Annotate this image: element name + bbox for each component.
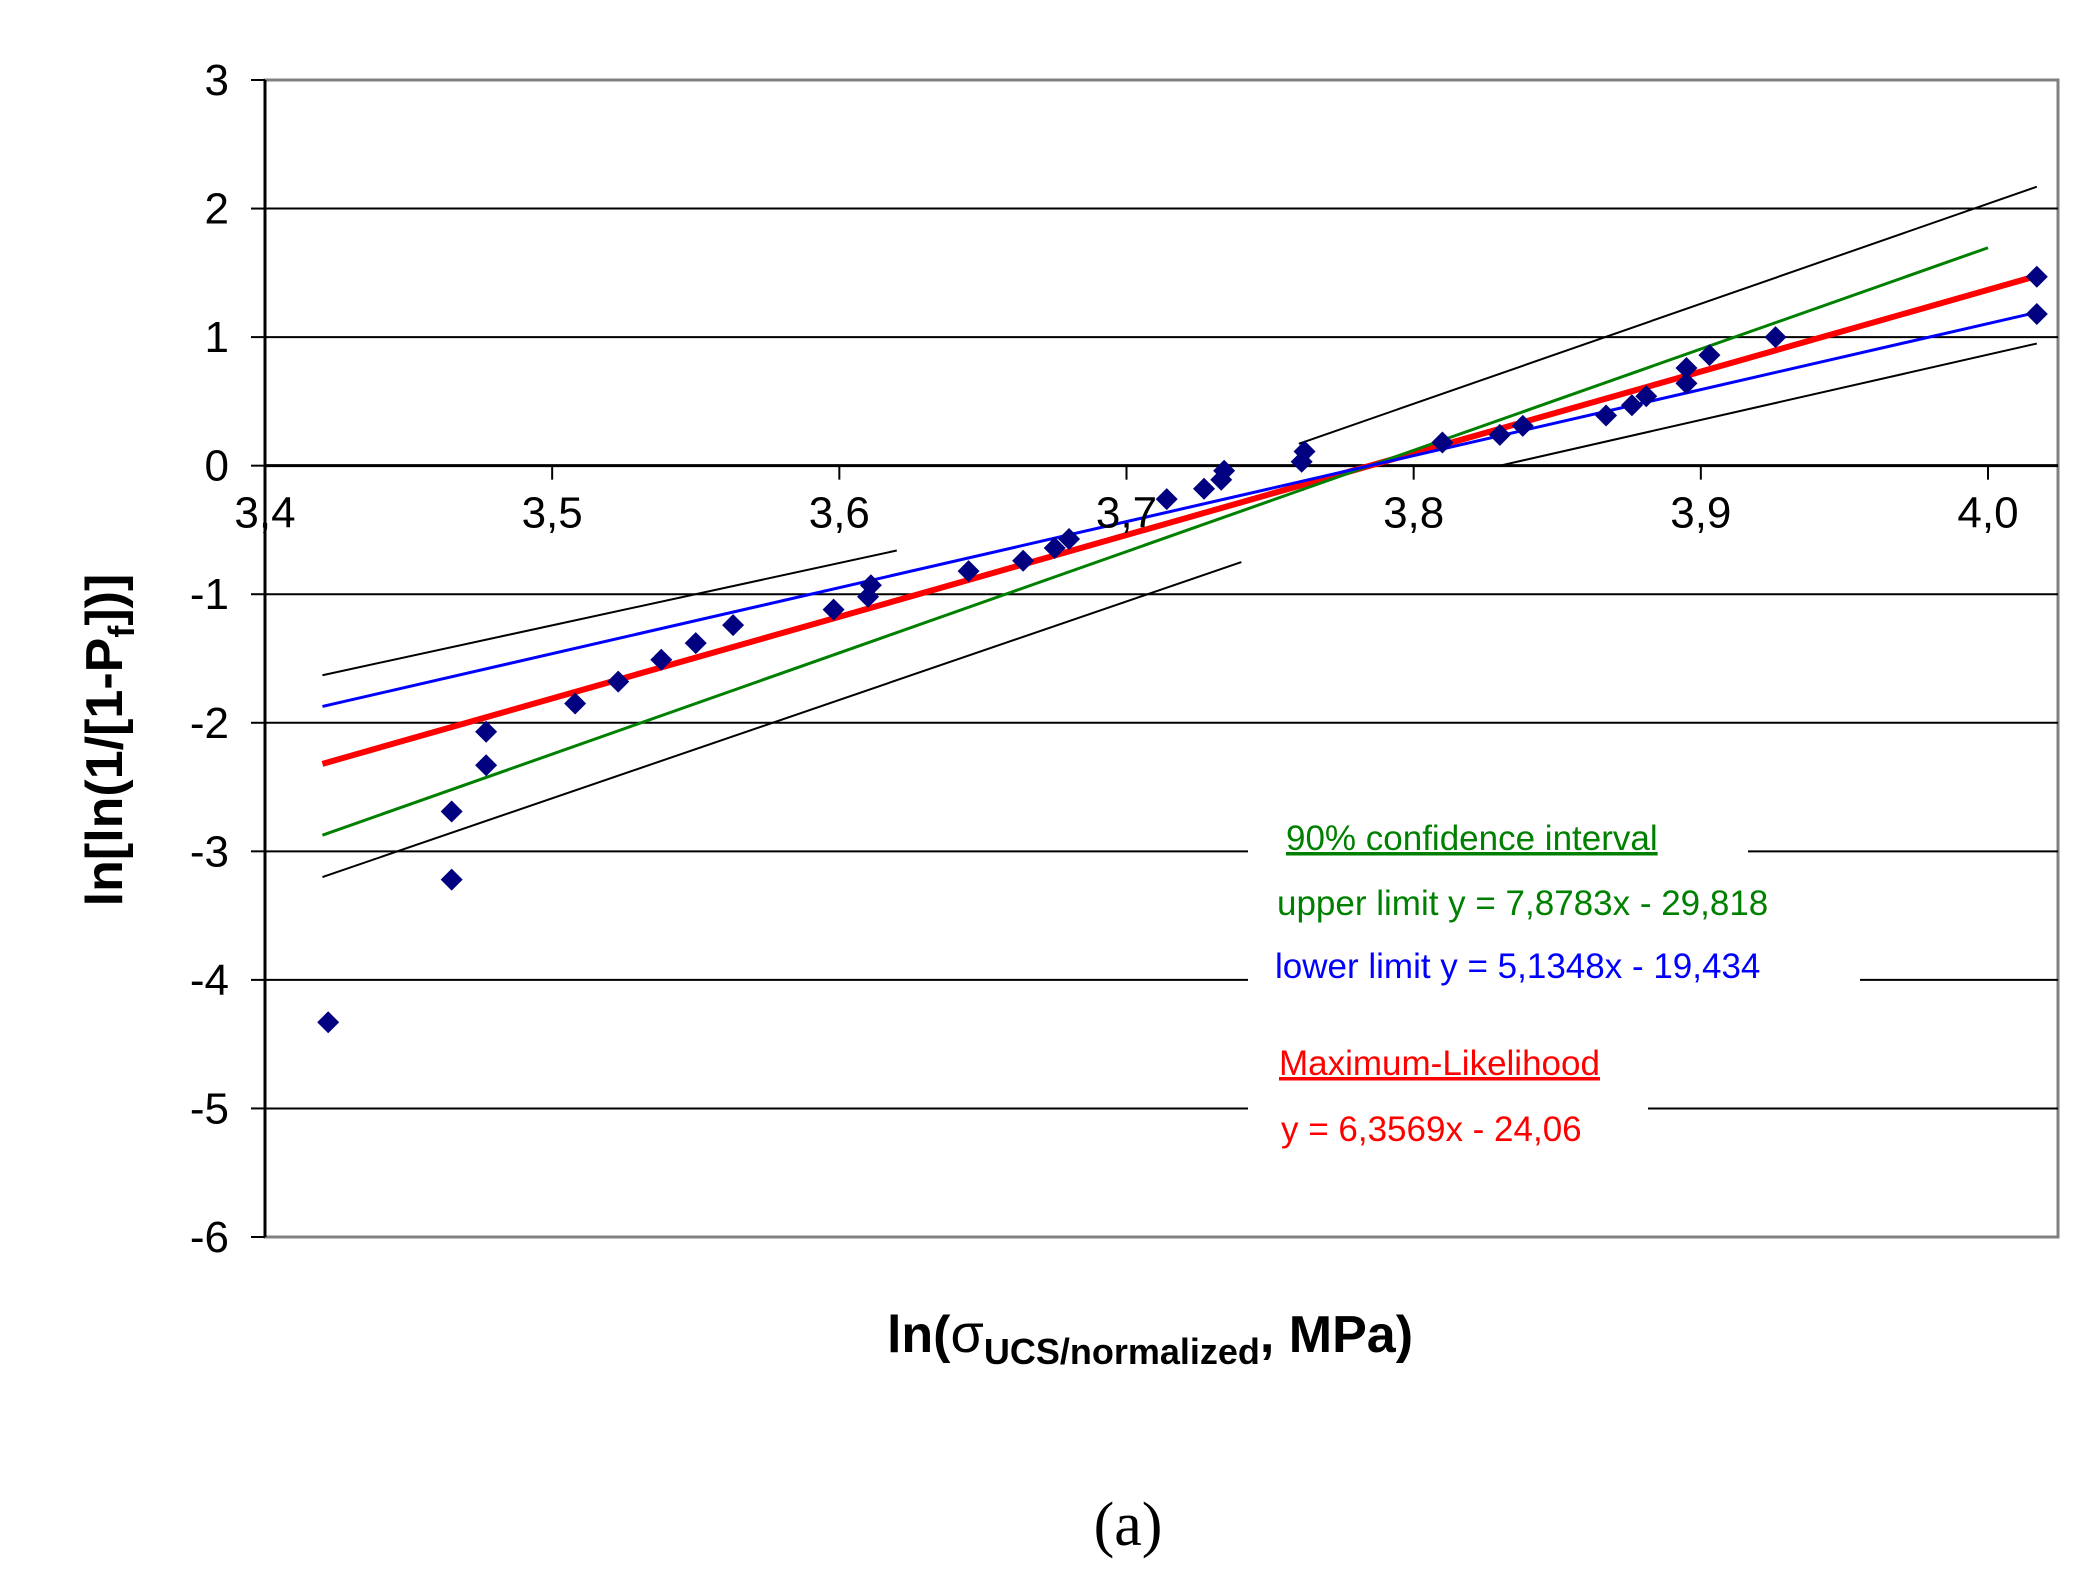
axes <box>251 79 2058 1238</box>
x-tick-label-0: 3,4 <box>234 489 295 538</box>
data-point-4 <box>475 720 498 743</box>
y-tick-labels: 3 2 1 0 -1 -2 -3 -4 -5 -6 <box>190 56 229 1262</box>
data-point-15 <box>1043 536 1066 559</box>
data-point-2 <box>440 800 463 823</box>
x-tick-label-2: 3,6 <box>809 489 870 538</box>
fit-line-2 <box>322 310 2038 708</box>
data-point-23 <box>1431 431 1454 454</box>
data-point-20 <box>1213 459 1236 482</box>
data-point-24 <box>1488 423 1511 446</box>
x-tick-labels: 3,4 3,5 3,6 3,7 3,8 3,9 4,0 <box>234 489 2018 538</box>
x-tick-label-3: 3,7 <box>1096 489 1157 538</box>
y-axis-title: ln[ln(1/[1-Pf])] <box>76 574 142 907</box>
data-point-28 <box>1635 385 1658 408</box>
data-point-13 <box>957 560 980 583</box>
annotation-bg-0 <box>1248 808 1748 856</box>
annotation-bg-1 <box>1248 875 1888 923</box>
data-point-25 <box>1511 414 1534 437</box>
x-axis-title: ln(σUCS/normalized, MPa) <box>887 1304 1413 1372</box>
y-tick-label-0: 3 <box>205 56 229 105</box>
x-tick-label-1: 3,5 <box>522 489 583 538</box>
data-point-26 <box>1595 404 1618 427</box>
y-tick-label-5: -2 <box>190 699 229 748</box>
data-point-3 <box>475 754 498 777</box>
data-point-5 <box>564 692 587 715</box>
data-point-8 <box>684 632 707 655</box>
y-tick-label-8: -5 <box>190 1084 229 1133</box>
data-point-30 <box>1675 356 1698 379</box>
data-point-7 <box>650 648 673 671</box>
band-line-4-0 <box>322 561 1242 878</box>
annotation-bg-2 <box>1248 937 1860 985</box>
figure-caption: (a) <box>1094 1491 1163 1559</box>
data-point-27 <box>1620 394 1643 417</box>
y-tick-label-2: 1 <box>205 313 229 362</box>
band-line-3-1 <box>1298 185 2038 445</box>
x-tick-label-6: 4,0 <box>1957 489 2018 538</box>
data-point-12 <box>859 574 882 597</box>
data-points <box>317 265 2048 1034</box>
data-point-29 <box>1675 372 1698 395</box>
data-point-9 <box>722 614 745 637</box>
annotation-bg-3 <box>1248 1040 1673 1088</box>
annotation-bg-4 <box>1248 1106 1648 1154</box>
data-point-17 <box>1155 488 1178 511</box>
y-tick-label-7: -4 <box>190 956 229 1005</box>
data-point-22 <box>1293 440 1316 463</box>
annotation-ml_eq: y = 6,3569x - 24,06 <box>1281 1110 1582 1149</box>
y-tick-label-3: 0 <box>205 442 229 491</box>
annotation-upper: upper limit y = 7,8783x - 29,818 <box>1277 884 1768 923</box>
data-point-34 <box>2025 265 2048 288</box>
data-point-31 <box>1698 344 1721 367</box>
data-point-1 <box>440 868 463 891</box>
annotation-ml_title: Maximum-Likelihood <box>1279 1044 1600 1083</box>
data-point-10 <box>822 598 845 621</box>
annotation-lower: lower limit y = 5,1348x - 19,434 <box>1275 947 1760 986</box>
data-point-14 <box>1012 549 1035 572</box>
band-line-4-1 <box>1499 342 2038 467</box>
data-point-18 <box>1193 477 1216 500</box>
annotations: 90% confidence interval upper limit y = 7… <box>1248 808 1888 1154</box>
data-point-0 <box>317 1011 340 1034</box>
data-point-6 <box>607 670 630 693</box>
plot-area-border <box>263 78 2060 1239</box>
y-tick-label-1: 2 <box>205 185 229 234</box>
x-tick-label-5: 3,9 <box>1670 489 1731 538</box>
y-tick-label-6: -3 <box>190 827 229 876</box>
data-point-16 <box>1058 527 1081 550</box>
y-tick-label-9: -6 <box>190 1213 229 1262</box>
annotation-ci_title: 90% confidence interval <box>1286 819 1658 858</box>
x-tick-label-4: 3,8 <box>1383 489 1444 538</box>
data-point-32 <box>1764 326 1787 349</box>
band-line-3-0 <box>322 549 897 677</box>
y-tick-label-4: -1 <box>190 570 229 619</box>
data-point-33 <box>2025 302 2048 325</box>
